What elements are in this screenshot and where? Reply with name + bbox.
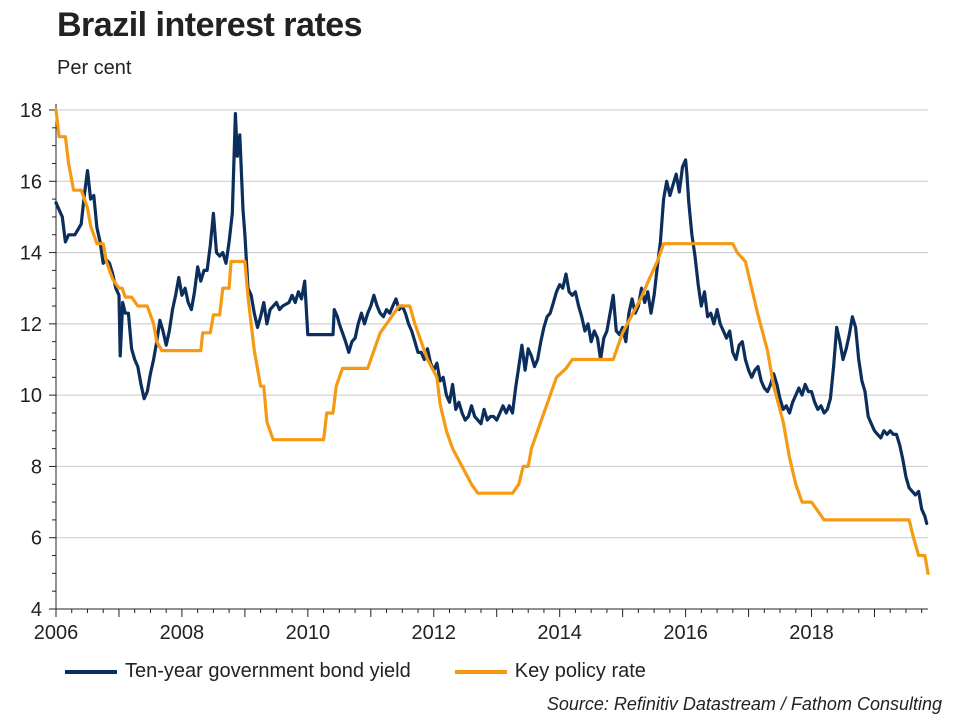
x-tick-label: 2006 [34, 622, 79, 644]
source-note: Source: Refinitiv Datastream / Fathom Co… [546, 694, 942, 714]
y-tick-label: 6 [31, 528, 42, 550]
x-tick-label: 2010 [286, 622, 331, 644]
series-line-0 [54, 112, 929, 526]
y-tick-label: 12 [20, 314, 42, 336]
x-tick-labels: 2006 2008 2010 2012 2014 2016 2018 [34, 622, 834, 644]
legend: Ten-year government bond yield Key polic… [65, 660, 690, 683]
series-lines [54, 108, 930, 575]
x-tick-label: 2008 [160, 622, 205, 644]
x-tick-label: 2018 [789, 622, 834, 644]
y-tick-label: 10 [20, 385, 42, 407]
series-line-1 [54, 108, 930, 575]
y-tick-label: 18 [20, 100, 42, 122]
y-tick-label: 4 [31, 599, 42, 621]
chart-title: Brazil interest rates [57, 6, 363, 44]
grid-lines [56, 109, 928, 539]
legend-item-policy[interactable]: Key policy rate [454, 660, 646, 683]
axes [49, 104, 928, 617]
chart-subtitle: Per cent [57, 57, 132, 79]
legend-label-bond: Ten-year government bond yield [125, 660, 411, 682]
x-tick-label: 2016 [663, 622, 708, 644]
legend-item-bond[interactable]: Ten-year government bond yield [65, 660, 411, 683]
x-tick-label: 2014 [537, 622, 582, 644]
x-tick-label: 2012 [412, 622, 457, 644]
y-tick-label: 8 [31, 456, 42, 478]
y-tick-labels: 4 6 8 10 12 14 16 18 [20, 100, 42, 621]
legend-swatch-policy [454, 669, 507, 674]
legend-label-policy: Key policy rate [514, 660, 646, 682]
y-tick-label: 16 [20, 171, 42, 193]
legend-swatch-bond [65, 669, 117, 674]
y-tick-label: 14 [20, 243, 42, 265]
